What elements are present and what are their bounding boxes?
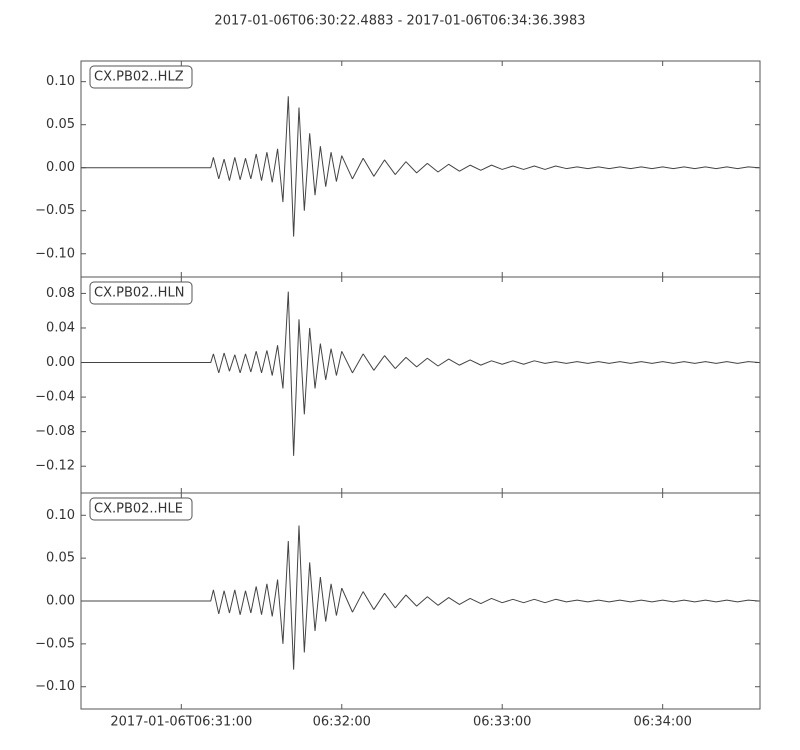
legend-box [89,281,193,305]
y-tick-label: −0.12 [35,459,75,474]
legend-box [89,65,193,89]
waveform [81,525,759,670]
x-tick-label: 06:33:00 [473,715,531,730]
chart-title: 2017-01-06T06:30:22.4883 - 2017-01-06T06… [214,14,585,29]
plot-frame [80,492,761,710]
legend-label: CX.PB02..HLZ [94,70,184,85]
waveform [81,96,759,237]
y-tick-label: 0.00 [46,160,75,175]
y-tick-label: −0.04 [35,390,75,405]
x-tick-label: 06:34:00 [633,715,691,730]
y-tick-label: 0.00 [46,355,75,370]
y-tick-label: 0.08 [46,286,75,301]
y-tick-label: 0.10 [46,74,75,89]
y-tick-label: −0.05 [35,636,75,651]
x-tick-label: 06:32:00 [313,715,371,730]
y-tick-label: 0.00 [46,594,75,609]
y-tick-label: −0.10 [35,679,75,694]
plot-frame [80,276,761,494]
x-tick-label: 2017-01-06T06:31:00 [110,715,252,730]
legend-label: CX.PB02..HLN [94,286,184,301]
y-tick-label: 0.04 [46,320,75,335]
y-tick-label: −0.10 [35,246,75,261]
y-tick-label: 0.05 [46,117,75,132]
waveform [81,291,759,456]
legend-label: CX.PB02..HLE [94,502,183,517]
y-tick-label: 0.05 [46,551,75,566]
y-tick-label: −0.08 [35,424,75,439]
y-tick-label: −0.05 [35,203,75,218]
legend-box [89,497,193,521]
y-tick-label: 0.10 [46,508,75,523]
